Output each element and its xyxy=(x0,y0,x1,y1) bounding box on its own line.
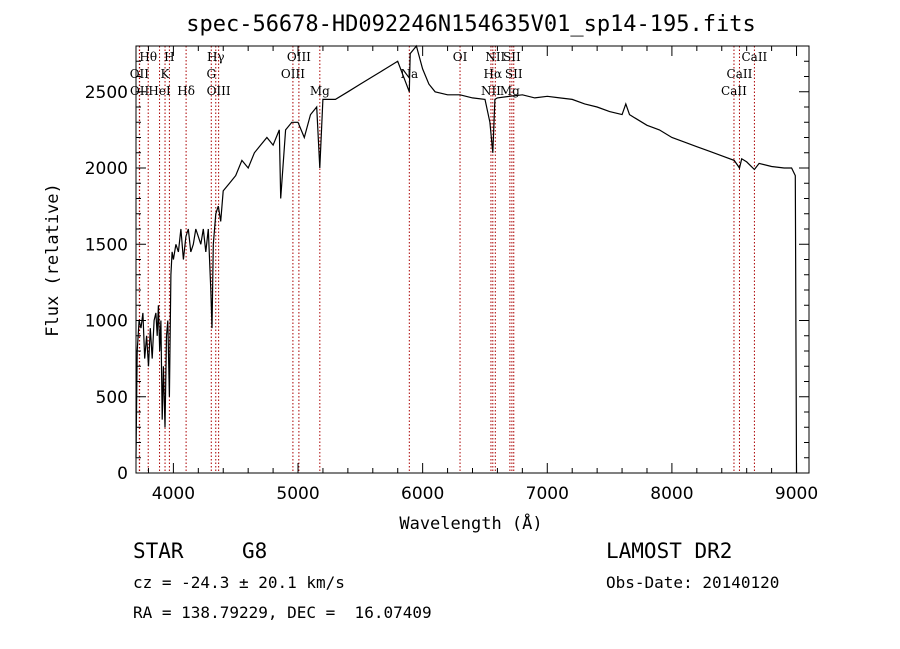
line-marker-label: G xyxy=(206,67,216,81)
x-tick-label: 6000 xyxy=(401,484,444,504)
line-marker-label: CaII xyxy=(741,50,767,64)
line-marker-label: SII xyxy=(503,50,521,64)
line-marker-label: CaII xyxy=(727,67,753,81)
line-marker-label: OIII xyxy=(281,67,305,81)
y-tick-label: 1000 xyxy=(85,312,128,332)
y-tick-label: 500 xyxy=(96,388,128,408)
line-marker-label: Hθ xyxy=(139,50,157,64)
plot-frame xyxy=(135,45,810,474)
line-marker-label: CaII xyxy=(721,84,747,98)
x-axis-ticks: 4000 5000 6000 7000 8000 9000 xyxy=(147,46,818,504)
line-marker-label: Hγ xyxy=(207,50,225,64)
x-tick-label: 8000 xyxy=(650,484,693,504)
line-marker-label: Mg xyxy=(500,84,520,98)
line-markers xyxy=(138,46,755,473)
y-tick-label: 2000 xyxy=(85,159,128,179)
line-marker-label: Mg xyxy=(310,84,330,98)
spectral-subclass: G8 xyxy=(242,539,268,563)
chart-title: spec-56678-HD092246N154635V01_sp14-195.f… xyxy=(186,12,756,37)
line-marker-label: OIII xyxy=(287,50,311,64)
survey-name: LAMOST DR2 xyxy=(606,539,733,563)
x-tick-label: 5000 xyxy=(276,484,319,504)
line-marker-label: OI xyxy=(453,50,468,64)
line-marker-label: K xyxy=(161,67,171,81)
line-marker-label: HeI xyxy=(148,84,171,98)
y-axis-label: Flux (relative) xyxy=(43,183,63,337)
y-tick-label: 2500 xyxy=(85,83,128,103)
observation-date: Obs-Date: 20140120 xyxy=(606,573,780,592)
line-marker-label: Hα xyxy=(484,67,503,81)
line-marker-label: OII xyxy=(130,84,150,98)
y-tick-label: 0 xyxy=(117,464,128,484)
y-axis-ticks: 0 500 1000 1500 2000 2500 xyxy=(85,45,809,484)
object-class: STAR xyxy=(133,539,184,563)
x-axis-label: Wavelength (Å) xyxy=(399,512,542,534)
line-marker-label: OIII xyxy=(207,84,231,98)
line-marker-label: H xyxy=(164,50,174,64)
spectrum-line xyxy=(135,44,798,474)
line-marker-label: OII xyxy=(130,67,150,81)
x-tick-label: 9000 xyxy=(775,484,818,504)
line-marker-label: Hδ xyxy=(177,84,195,98)
y-tick-label: 1500 xyxy=(85,235,128,255)
line-marker-label: NII xyxy=(485,50,505,64)
coordinates: RA = 138.79229, DEC = 16.07409 xyxy=(133,603,432,622)
x-tick-label: 4000 xyxy=(152,484,195,504)
line-marker-label: NII xyxy=(481,84,501,98)
redshift-value: cz = -24.3 ± 20.1 km/s xyxy=(133,573,345,592)
x-tick-label: 7000 xyxy=(526,484,569,504)
line-marker-label: SII xyxy=(505,67,523,81)
